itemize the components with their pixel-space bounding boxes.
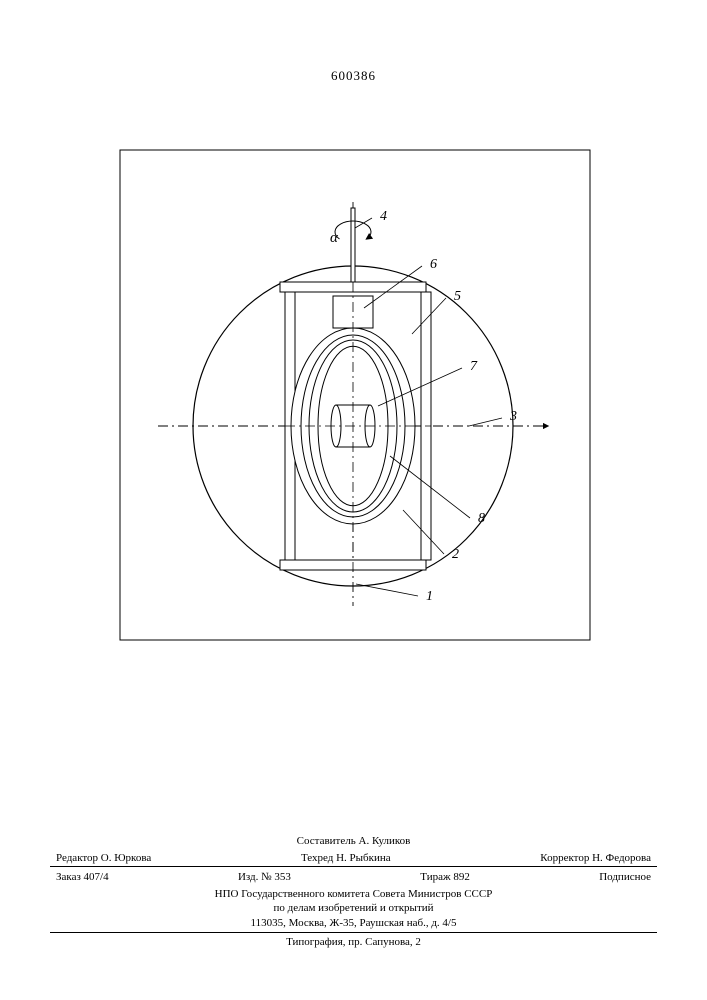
svg-text:4: 4 (380, 209, 387, 224)
typography-line: Типография, пр. Сапунова, 2 (50, 936, 657, 948)
corrector: Корректор Н. Федорова (540, 852, 651, 864)
imprint-footer: Составитель А. Куликов Редактор О. Юрков… (50, 834, 657, 948)
publisher-line-3: 113035, Москва, Ж-35, Раушская наб., д. … (251, 917, 457, 929)
divider (50, 866, 657, 867)
technical-figure: α 4 6 5 7 3 8 2 1 (0, 130, 707, 650)
editor: Редактор О. Юркова (56, 852, 151, 864)
svg-text:5: 5 (454, 289, 461, 304)
order-number: Заказ 407/4 (56, 871, 109, 883)
svg-text:8: 8 (478, 511, 485, 526)
page-number: 600386 (331, 68, 376, 84)
edition-number: Изд. № 353 (238, 871, 291, 883)
compiler-line: Составитель А. Куликов (50, 834, 657, 849)
svg-text:1: 1 (426, 589, 433, 604)
subscription: Подписное (599, 871, 651, 883)
order-row: Заказ 407/4 Изд. № 353 Тираж 892 Подписн… (50, 869, 657, 885)
svg-text:6: 6 (430, 257, 437, 272)
svg-text:α: α (330, 230, 339, 246)
svg-text:3: 3 (509, 409, 517, 424)
svg-text:2: 2 (452, 547, 459, 562)
print-run: Тираж 892 (420, 871, 470, 883)
svg-text:7: 7 (470, 359, 478, 374)
publisher-line-2: по делам изобретений и открытий (273, 902, 433, 914)
publisher: НПО Государственного комитета Совета Мин… (50, 887, 657, 930)
divider (50, 932, 657, 933)
publisher-line-1: НПО Государственного комитета Совета Мин… (215, 888, 493, 900)
techred: Техред Н. Рыбкина (301, 852, 391, 864)
editorial-row: Редактор О. Юркова Техред Н. Рыбкина Кор… (50, 852, 657, 864)
